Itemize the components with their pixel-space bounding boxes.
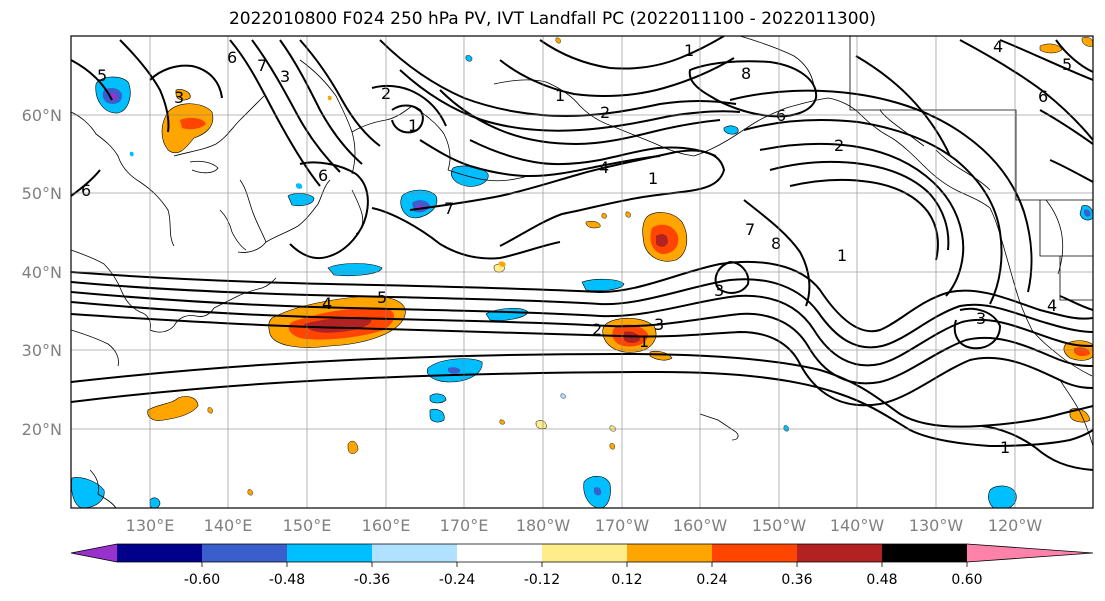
colorbar-outline [70, 543, 1094, 563]
colorbar-segment [882, 544, 967, 562]
lon-label: 170°W [595, 516, 650, 535]
gridlines [71, 36, 1093, 508]
contour-label: 6 [776, 106, 786, 125]
anomaly-shading [71, 37, 1093, 508]
colorbar-segment [457, 544, 542, 562]
lon-label: 130°E [126, 516, 175, 535]
lon-label: 150°W [752, 516, 807, 535]
contour-label: 8 [771, 234, 781, 253]
contour-label: 7 [745, 220, 755, 239]
contour-label: 5 [377, 288, 387, 307]
negative-patches [71, 55, 1093, 508]
contour-label: 6 [227, 48, 237, 67]
colorbar-tick-label: 0.48 [866, 572, 897, 588]
lon-label: 140°E [204, 516, 253, 535]
contour-label: 7 [444, 199, 454, 218]
contour-label: 1 [639, 332, 649, 351]
colorbar-tick-label: -0.36 [354, 572, 390, 588]
colorbar-ticks [201, 562, 968, 567]
latitude-labels: 60°N 50°N 40°N 30°N 20°N [22, 106, 62, 439]
lon-label: 140°W [830, 516, 885, 535]
lat-label: 30°N [22, 341, 62, 360]
colorbar-tick-label: 0.60 [951, 572, 982, 588]
contour-label: 3 [976, 309, 986, 328]
colorbar-segment [627, 544, 712, 562]
colorbar-segment [372, 544, 457, 562]
colorbar-segment [202, 544, 287, 562]
colorbar-segment [287, 544, 372, 562]
contour-label: 3 [280, 67, 290, 86]
contour-label: 4 [993, 37, 1003, 56]
lat-label: 50°N [22, 184, 62, 203]
colorbar: -0.60 -0.48 -0.36 -0.24 -0.12 0.12 0.24 … [70, 543, 1094, 588]
lon-label: 160°W [673, 516, 728, 535]
colorbar-tick-label: -0.60 [184, 572, 220, 588]
colorbar-segment [117, 544, 202, 562]
contour-label: 4 [1047, 296, 1057, 315]
lon-label: 150°E [283, 516, 332, 535]
contour-label: 3 [714, 281, 724, 300]
contour-label: 6 [81, 181, 91, 200]
contour-label: 3 [654, 315, 664, 334]
coastlines [71, 36, 1093, 508]
contour-label: 3 [174, 88, 184, 107]
contour-label: 1 [648, 169, 658, 188]
lat-label: 20°N [22, 420, 62, 439]
lon-label: 160°E [362, 516, 411, 535]
contour-label: 5 [97, 66, 107, 85]
colorbar-tick-label: -0.48 [269, 572, 305, 588]
lat-label: 60°N [22, 106, 62, 125]
contour-label: 1 [555, 86, 565, 105]
contour-label: 8 [741, 64, 751, 83]
contour-label: 1 [837, 246, 847, 265]
contour-label: 7 [257, 56, 267, 75]
contour-label: 1 [1000, 438, 1010, 457]
colorbar-segment [712, 544, 797, 562]
colorbar-tick-label: -0.24 [439, 572, 475, 588]
contour-label: 4 [599, 158, 609, 177]
positive-patches [147, 37, 1093, 496]
contour-label: 2 [592, 320, 602, 339]
contour-label: 6 [318, 166, 328, 185]
colorbar-tick-label: 0.24 [696, 572, 727, 588]
contour-label: 5 [1062, 55, 1072, 74]
pv-contours [71, 36, 1093, 471]
contour-label: 1 [408, 116, 418, 135]
contour-label: 2 [600, 103, 610, 122]
contour-labels: 5 6 7 3 2 1 6 1 2 4 1 8 6 7 7 8 1 2 1 4 … [81, 37, 1072, 457]
lat-label: 40°N [22, 263, 62, 282]
colorbar-segment [797, 544, 882, 562]
colorbar-tick-label: 0.12 [611, 572, 642, 588]
contour-label: 4 [322, 294, 332, 313]
map-frame [70, 35, 1094, 509]
contour-label: 1 [684, 41, 694, 60]
lon-label: 120°W [988, 516, 1043, 535]
longitude-labels: 130°E 140°E 150°E 160°E 170°E 180°W 170°… [126, 516, 1043, 535]
colorbar-arrow-right [967, 544, 1093, 562]
colorbar-tick-label: -0.12 [524, 572, 560, 588]
lon-label: 180°W [516, 516, 571, 535]
contour-label: 6 [1038, 87, 1048, 106]
colorbar-arrow-left [71, 544, 117, 562]
contour-label: 2 [834, 136, 844, 155]
colorbar-segment [542, 544, 627, 562]
lon-label: 130°W [909, 516, 964, 535]
map-title: 2022010800 F024 250 hPa PV, IVT Landfall… [228, 9, 876, 29]
lon-label: 170°E [440, 516, 489, 535]
colorbar-tick-label: 0.36 [781, 572, 812, 588]
